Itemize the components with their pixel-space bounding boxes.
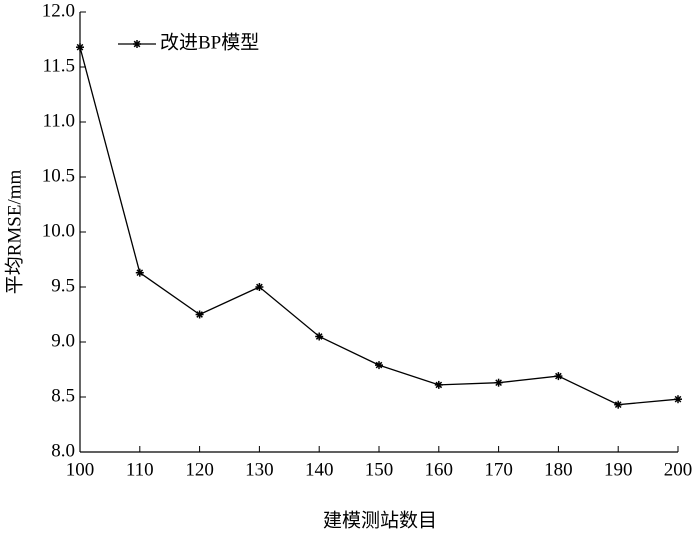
marker-stroke [136,269,144,277]
marker-stroke [555,372,562,380]
x-tick-label: 160 [425,459,454,480]
y-tick-label: 8.0 [51,440,75,461]
marker [76,43,84,52]
x-tick-label: 100 [66,459,95,480]
x-tick-label: 110 [126,459,154,480]
marker [255,283,264,291]
x-tick-label: 190 [604,459,633,480]
marker-stroke [614,401,622,409]
y-tick-label: 9.5 [51,275,75,296]
marker [554,372,563,381]
marker-stroke [435,381,443,389]
y-tick-label: 9.0 [51,330,75,351]
marker-stroke [674,395,682,403]
y-axis-label: 平均RMSE/mm [3,169,25,294]
marker [315,332,324,341]
marker-stroke [133,40,141,48]
y-tick-label: 10.5 [42,165,75,186]
y-tick-label: 12.0 [42,0,75,21]
marker-stroke [315,333,323,340]
x-tick-label: 200 [664,459,693,480]
y-tick-label: 8.5 [51,385,75,406]
x-tick-label: 120 [185,459,214,480]
marker-stroke [196,311,203,318]
x-axis-label: 建模测站数目 [323,509,437,531]
legend-marker [133,40,141,48]
y-tick-label: 11.0 [42,110,75,131]
x-tick-label: 140 [305,459,334,480]
x-tick-label: 170 [484,459,513,480]
y-tick-label: 10.0 [42,220,75,241]
marker-stroke [76,43,84,51]
marker [674,395,682,404]
x-tick-label: 180 [544,459,573,480]
x-tick-label: 150 [365,459,394,480]
marker-stroke [256,283,263,291]
marker-stroke [375,361,383,369]
marker [434,380,443,389]
line [79,47,679,406]
x-tick-label: 130 [245,459,274,480]
y-tick-label: 11.5 [42,55,75,76]
marker-stroke [495,379,502,387]
marker [195,310,204,319]
marker [135,268,144,277]
legend-label: 改进BP模型 [160,31,259,53]
marker [614,400,623,409]
marker [494,378,503,387]
marker [375,361,383,370]
